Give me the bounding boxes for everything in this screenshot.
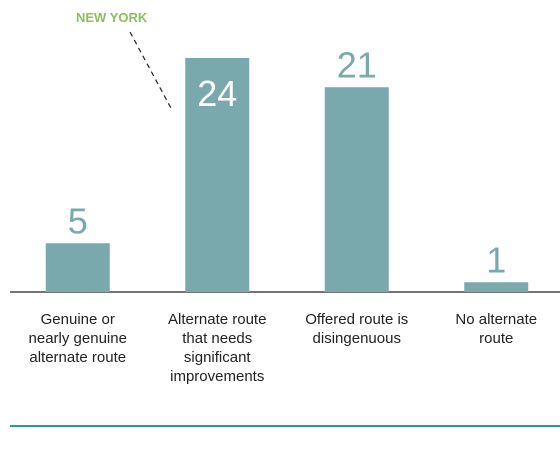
- value-label: 1: [486, 239, 506, 280]
- annotation: NEW YORK: [76, 10, 148, 25]
- category-label: Genuine or nearly genuine alternate rout…: [28, 311, 127, 366]
- value-label: 21: [337, 44, 377, 85]
- bar: [324, 87, 389, 292]
- annotation-leader: [129, 31, 173, 111]
- category-label: Offered route is disingenuous: [305, 311, 409, 347]
- value-label: 24: [197, 73, 237, 114]
- bar: [464, 282, 529, 292]
- bar: [185, 58, 250, 292]
- value-label: 5: [68, 200, 88, 241]
- category-label: No alternate route: [455, 311, 538, 347]
- category-label: Alternate route that needs significant i…: [168, 311, 267, 385]
- bar: [45, 243, 110, 292]
